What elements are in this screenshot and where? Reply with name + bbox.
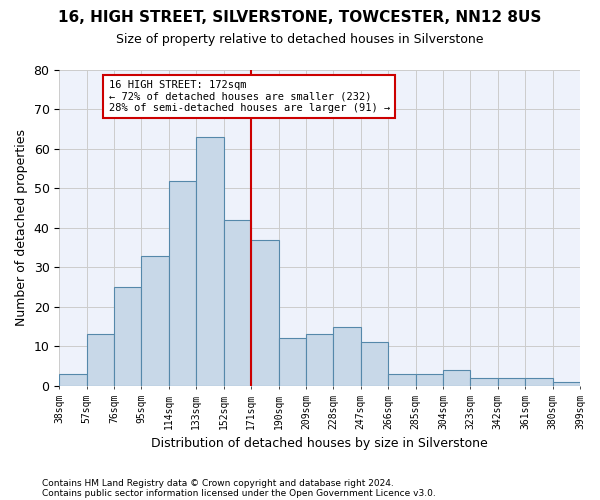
Bar xyxy=(59,374,86,386)
Bar xyxy=(361,342,388,386)
Text: Contains HM Land Registry data © Crown copyright and database right 2024.: Contains HM Land Registry data © Crown c… xyxy=(42,478,394,488)
Bar xyxy=(334,326,361,386)
Y-axis label: Number of detached properties: Number of detached properties xyxy=(15,130,28,326)
Text: 16, HIGH STREET, SILVERSTONE, TOWCESTER, NN12 8US: 16, HIGH STREET, SILVERSTONE, TOWCESTER,… xyxy=(58,10,542,25)
Bar xyxy=(416,374,443,386)
Bar xyxy=(224,220,251,386)
Bar xyxy=(196,137,224,386)
Bar xyxy=(169,180,196,386)
Text: 16 HIGH STREET: 172sqm
← 72% of detached houses are smaller (232)
28% of semi-de: 16 HIGH STREET: 172sqm ← 72% of detached… xyxy=(109,80,390,113)
Bar xyxy=(470,378,498,386)
Bar xyxy=(553,382,580,386)
Bar xyxy=(306,334,334,386)
Bar xyxy=(443,370,470,386)
Bar xyxy=(388,374,416,386)
Bar xyxy=(525,378,553,386)
Bar xyxy=(251,240,278,386)
Text: Size of property relative to detached houses in Silverstone: Size of property relative to detached ho… xyxy=(116,32,484,46)
Bar xyxy=(142,256,169,386)
Bar xyxy=(86,334,114,386)
Text: Contains public sector information licensed under the Open Government Licence v3: Contains public sector information licen… xyxy=(42,488,436,498)
Bar xyxy=(278,338,306,386)
Bar xyxy=(498,378,525,386)
X-axis label: Distribution of detached houses by size in Silverstone: Distribution of detached houses by size … xyxy=(151,437,488,450)
Bar xyxy=(114,287,142,386)
